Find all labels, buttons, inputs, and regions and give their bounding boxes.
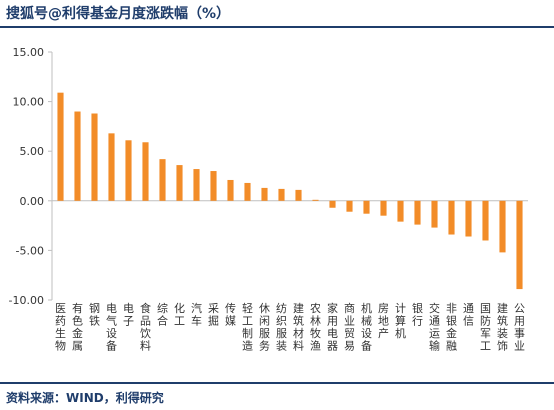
bar [278,188,285,201]
x-tick-label: 建筑材料 [293,301,304,353]
bar [244,182,251,201]
bar [57,92,64,201]
x-tick-label: 电气设备 [106,302,117,353]
bar [516,200,523,290]
x-tick-label: 钢铁 [89,302,100,328]
x-tick-label: 非银金融 [446,302,457,353]
bar [74,111,81,201]
bar [414,200,421,225]
x-tick-label: 农林牧渔 [310,301,321,353]
bar [448,200,455,235]
x-tick-label: 化工 [174,301,185,328]
bar [142,142,149,201]
y-tick-label: 10.00 [13,96,45,109]
x-tick-label: 休闲服务 [259,302,270,353]
x-tick-label: 医药生物 [55,302,66,353]
bar [159,159,166,201]
bar [465,200,472,237]
bar [397,200,404,222]
x-tick-label: 国防军工 [480,302,491,353]
x-tick-label: 综合 [157,301,168,328]
bar [125,140,132,201]
bar [499,200,506,253]
bar [108,133,115,201]
footer-bar: 资料来源：WIND，利得研究 [0,382,554,410]
x-tick-label: 房地产 [378,302,389,340]
y-tick-label: -5.00 [16,244,44,257]
x-tick-label: 机械设备 [361,301,372,353]
x-tick-label: 有色金属 [72,301,83,353]
x-tick-label: 纺织服装 [276,301,287,353]
x-tick-label: 银行 [412,301,423,328]
bar [193,169,200,201]
x-tick-label: 传媒 [225,302,236,328]
x-tick-label: 通信 [463,302,474,328]
bar-chart: 15.00 10.00 5.00 0.00 -5.00 -10.00 医药生物有色金属钢铁电… [9,46,528,353]
y-tick-label: 5.00 [20,145,45,158]
x-tick-label: 商业贸易 [344,301,355,353]
x-tick-label: 食品饮料 [140,301,151,353]
x-tick-label: 电子 [123,302,134,328]
x-tick-label: 轻工制造 [242,301,253,353]
y-tick-label: 15.00 [13,46,45,59]
x-tick-label: 建筑装饰 [497,301,508,353]
bar [312,199,319,201]
chart-area: 15.00 10.00 5.00 0.00 -5.00 -10.00 医药生物 有色金属 钢铁电… [0,30,554,382]
bar [482,200,489,241]
x-tick-label: 交通运输 [429,301,440,353]
bar [346,200,353,212]
x-tick-label: 公用事业 [514,302,525,353]
bar [380,200,387,216]
source-note: 资料来源：WIND，利得研究 [6,391,164,405]
x-tick-label: 汽车 [191,301,202,328]
x-tick-label: 采掘 [208,302,219,328]
bar [329,200,336,208]
bar [261,187,268,201]
chart-title: 搜狐号@利得基金月度涨跌幅（%） [6,6,231,22]
bar [210,171,217,201]
bar [295,189,302,201]
bar [176,165,183,201]
x-tick-label: 家用电器 [327,301,338,353]
y-tick-label: -10.00 [9,294,44,307]
y-tick-label: 0.00 [20,195,45,208]
bar [363,200,370,214]
bar [91,113,98,201]
title-bar: 搜狐号@利得基金月度涨跌幅（%） [0,0,554,28]
x-tick-label: 计算机 [395,302,406,340]
bar [227,179,234,201]
bar [431,200,438,228]
